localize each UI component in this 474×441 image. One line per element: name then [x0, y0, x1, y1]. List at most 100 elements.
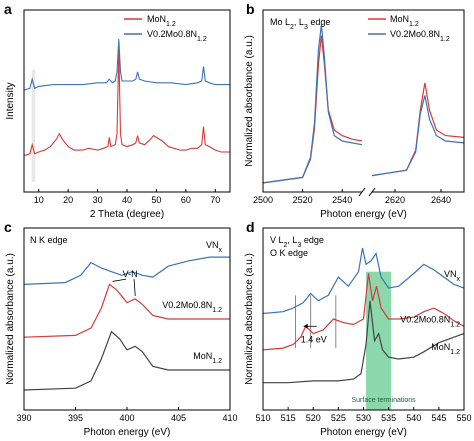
highlight-band — [366, 271, 392, 410]
panel-letter: a — [4, 1, 12, 17]
x-axis-title: Photon energy (eV) — [320, 427, 407, 438]
x-tick-label: 40 — [122, 195, 132, 205]
legend-label-part-0: V0.2Mo0.8N — [147, 29, 197, 39]
x-tick-label: 2500 — [253, 195, 273, 205]
x-tick-label: 390 — [16, 413, 31, 423]
curve-label-part-0: V0.2Mo0.8N — [162, 300, 212, 310]
panel-letter: d — [246, 219, 255, 235]
x-tick-label: 2520 — [293, 195, 313, 205]
panel-title-part-0: Mo L — [270, 17, 290, 27]
x-tick-label: 2620 — [385, 195, 405, 205]
curve-label-part-1: 1.2 — [212, 358, 222, 365]
series-line-blue — [262, 247, 465, 315]
panel-d: d 510 515 520 525 530 535 540 545 550 Photon energ… — [244, 219, 472, 438]
legend-label: V0.2Mo0.8N1.2 — [147, 29, 207, 43]
panel-a: a 10 20 30 40 50 60 70 2 Theta (degree) Intensity… — [4, 1, 231, 220]
panel-letter: b — [246, 1, 255, 17]
curve-label-part-0: V0.2Mo0.8N — [400, 315, 450, 325]
x-tick-label: 540 — [406, 413, 421, 423]
x-tick-label: 525 — [331, 413, 346, 423]
legend-label-part-0: MoN — [390, 14, 409, 24]
legend-label: MoN1.2 — [147, 14, 176, 28]
panel-title-part-2: , L — [287, 235, 297, 245]
legend-label-part-1: 1.2 — [440, 36, 450, 43]
series-line-blue — [23, 256, 230, 285]
panel-title: Mo L2, L3 edge — [270, 17, 330, 31]
x-tick-label: 405 — [171, 413, 186, 423]
panel-title-part-1: 2 — [290, 24, 294, 31]
curve-label-part-1: x — [219, 247, 223, 254]
panel-title-part-4: edge — [301, 235, 324, 245]
y-axis-title: Intensity — [5, 82, 16, 119]
series-line-blue — [371, 95, 465, 177]
curve-label-part-1: 1.2 — [212, 307, 222, 314]
x-tick-label: 410 — [222, 413, 237, 423]
annotation-v-n: V-N — [123, 269, 138, 279]
annotation-arrow — [133, 279, 136, 297]
curve-label-part-1: 1.2 — [450, 348, 460, 355]
shift-label: 1.4 eV — [301, 334, 327, 344]
series-line-red — [262, 273, 465, 351]
panel-title-part-4: edge — [308, 17, 331, 27]
x-tick-label: 2540 — [332, 195, 352, 205]
legend-label-part-1: 1.2 — [166, 21, 176, 28]
panel-title-part-0: V L — [270, 235, 284, 245]
y-axis-title: Normalized absorbance (a.u.) — [244, 253, 255, 385]
x-tick-label: 395 — [68, 413, 83, 423]
y-axis-title: Normalized absorbance (a.u.) — [244, 35, 255, 167]
curve-label-part-1: 1.2 — [450, 321, 460, 328]
annotation-arrow — [112, 278, 127, 282]
x-tick-label: 535 — [381, 413, 396, 423]
legend-label-part-0: MoN — [147, 14, 166, 24]
x-tick-label: 30 — [93, 195, 103, 205]
legend-label-part-1: 1.2 — [409, 21, 419, 28]
y-axis-title: Normalized absorbance (a.u.) — [5, 253, 16, 385]
x-tick-label: 550 — [456, 413, 471, 423]
panel-letter: c — [4, 219, 12, 235]
x-tick-label: 515 — [281, 413, 296, 423]
panel-title: V L2, L3 edge — [270, 235, 324, 249]
panel-title-part-3: 3 — [297, 242, 301, 249]
panel-c: c 390 395 400 405 410 Photon energy (eV) Normal… — [4, 219, 238, 438]
series-line-red — [23, 49, 230, 157]
curve-label-part-0: VN — [206, 240, 219, 250]
curve-label-part-0: MoN — [431, 342, 450, 352]
highlight-label: Surface terminations — [351, 397, 416, 404]
series-line-red — [262, 35, 363, 184]
curve-label: V0.2Mo0.8N1.2 — [400, 315, 460, 329]
curve-label-part-1: x — [457, 276, 461, 283]
curve-label: V0.2Mo0.8N1.2 — [162, 300, 222, 314]
x-tick-label: 10 — [34, 195, 44, 205]
x-tick-label: 520 — [306, 413, 321, 423]
panel-title-part-1: 2 — [284, 242, 288, 249]
legend-label: V0.2Mo0.8N1.2 — [390, 29, 450, 43]
series-line-black — [263, 300, 465, 384]
panel-title-part-2: , L — [294, 17, 304, 27]
panel-title: N K edge — [30, 235, 68, 245]
x-tick-label: 60 — [181, 195, 191, 205]
x-tick-label: 400 — [119, 413, 134, 423]
x-tick-label: 510 — [255, 413, 270, 423]
x-axis-title: Photon energy (eV) — [84, 427, 171, 438]
x-tick-label: 50 — [151, 195, 161, 205]
x-tick-label: 2640 — [431, 195, 451, 205]
curve-label: VNx — [206, 240, 223, 254]
x-tick-label: 70 — [210, 195, 220, 205]
panel-b: b 2500 2520 2540 2620 2640 Photon energy (eV) N… — [244, 1, 465, 220]
x-tick-label: 530 — [356, 413, 371, 423]
curve-label-part-0: VN — [444, 269, 457, 279]
series-line-red — [23, 283, 230, 338]
panel-title-part-3: 3 — [304, 24, 308, 31]
curve-label: MoN1.2 — [431, 342, 460, 356]
x-tick-label: 20 — [63, 195, 73, 205]
panel-subtitle: O K edge — [270, 248, 308, 258]
curve-label: VNx — [444, 269, 461, 283]
axis-break-mark — [358, 187, 366, 197]
x-axis-title: Photon energy (eV) — [320, 209, 407, 220]
legend-label-part-1: 1.2 — [197, 36, 207, 43]
series-line-black — [23, 330, 230, 391]
curve-label-part-0: MoN — [193, 351, 212, 361]
axis-break-mark — [368, 187, 376, 197]
legend-label-part-0: V0.2Mo0.8N — [390, 29, 440, 39]
